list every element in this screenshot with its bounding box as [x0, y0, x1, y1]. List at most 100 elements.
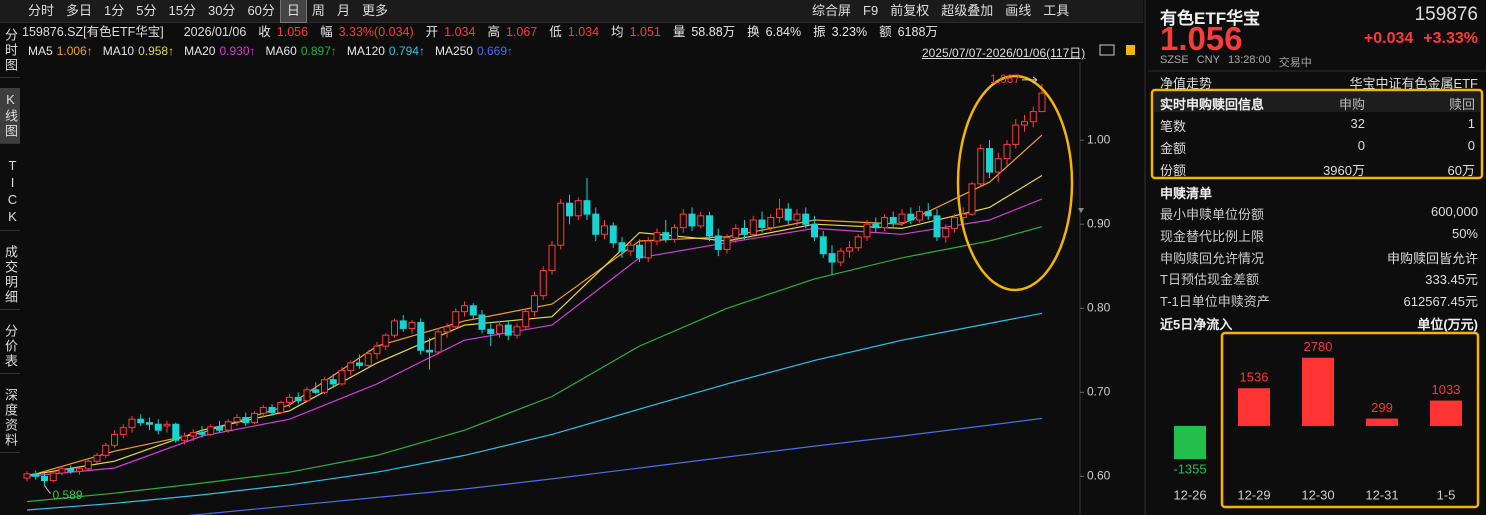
- legend-value: 0.897↑: [300, 44, 337, 58]
- period-tab[interactable]: 60分: [247, 3, 275, 18]
- field-value: 3.23%: [831, 25, 868, 39]
- legend-name: MA20: [184, 44, 216, 58]
- field-value: 1.034: [444, 25, 476, 39]
- field-value: 58.88万: [691, 25, 736, 39]
- tool-buttons: 综合屏 F9 前复权 超级叠加 画线 工具: [806, 0, 1075, 22]
- bar: [1430, 400, 1462, 426]
- candle-body: [924, 211, 932, 217]
- candle-body: [426, 349, 433, 353]
- period-tab[interactable]: 日: [279, 0, 307, 23]
- x-tick-label: 12-26: [1173, 487, 1206, 502]
- bar-label: 1536: [1240, 370, 1269, 385]
- candle-body: [356, 362, 363, 366]
- change-abs: +0.034: [1363, 30, 1414, 47]
- period-tab[interactable]: 更多: [361, 3, 388, 18]
- legend-value: 0.669↑: [476, 44, 514, 58]
- candle-body: [268, 406, 276, 413]
- x-tick-label: 1-5: [1437, 487, 1456, 502]
- period-tab[interactable]: 月: [336, 3, 350, 18]
- field-label: 幅: [320, 25, 333, 39]
- candle-body: [819, 236, 827, 255]
- range-label[interactable]: 2025/07/07-2026/01/06(117日): [922, 46, 1086, 60]
- bar-label: 2780: [1304, 339, 1333, 354]
- candle-body: [671, 227, 678, 240]
- tool-button[interactable]: 画线: [1005, 3, 1032, 18]
- candle-body: [119, 427, 127, 435]
- table-header-bg: [1154, 92, 1480, 112]
- candle-body: [461, 305, 468, 313]
- candle-body: [784, 208, 792, 221]
- candle-body: [688, 213, 696, 227]
- period-tab[interactable]: 1分: [104, 3, 125, 18]
- tool-button[interactable]: 前复权: [890, 3, 930, 18]
- nav-label[interactable]: 净值走势: [1160, 76, 1213, 91]
- legend-name: MA5: [28, 44, 53, 58]
- tool-button[interactable]: 综合屏: [812, 3, 852, 18]
- period-tab[interactable]: 30分: [207, 3, 236, 18]
- max-label: 1.067: [990, 72, 1020, 86]
- candle-body: [163, 423, 171, 427]
- side-tab[interactable]: 分价表: [0, 320, 20, 374]
- legend-name: MA250: [434, 44, 473, 58]
- bar-label: 1033: [1432, 382, 1461, 397]
- candle-body: [487, 328, 495, 334]
- bar: [1366, 418, 1398, 426]
- period-tabs: 分时 多日 1分 5分 15分 30分 60分日周月更多: [22, 0, 394, 23]
- candle-body: [557, 202, 565, 246]
- y-tick-label: 1.00: [1087, 132, 1111, 146]
- legend-name: MA60: [265, 44, 297, 58]
- candle-body: [93, 454, 101, 462]
- period-tab[interactable]: 15分: [168, 3, 196, 18]
- nav-name: 华宝中证有色金属ETF: [1349, 76, 1478, 91]
- tool-button[interactable]: F9: [863, 3, 879, 18]
- candle-body: [469, 305, 477, 316]
- candle-body: [653, 232, 661, 242]
- row-value: 60万: [1447, 163, 1475, 178]
- field-value: 1.051: [629, 25, 661, 39]
- candle-body: [443, 326, 451, 333]
- side-tab[interactable]: 分时图: [0, 24, 20, 78]
- field-value: 1.034: [567, 25, 600, 39]
- candle-body: [154, 423, 162, 431]
- candle-body: [811, 223, 818, 238]
- row-value: 1: [1467, 116, 1475, 131]
- tool-button[interactable]: 工具: [1043, 3, 1070, 18]
- candle-body: [496, 324, 503, 334]
- tool-button[interactable]: 超级叠加: [941, 3, 994, 18]
- candle-body: [601, 225, 608, 235]
- candle-body: [776, 208, 783, 218]
- candle-body: [583, 200, 591, 215]
- change-pct: +3.33%: [1423, 30, 1478, 47]
- candle-body: [146, 422, 153, 425]
- row-value: 600,000: [1431, 204, 1478, 219]
- period-tab[interactable]: 分时: [28, 3, 55, 18]
- side-tab[interactable]: 深度资料: [0, 384, 20, 453]
- candle-body: [741, 227, 748, 235]
- candle-body: [566, 202, 573, 217]
- period-tab[interactable]: 5分: [136, 3, 157, 18]
- candle-body: [574, 200, 582, 217]
- candle-body: [872, 223, 880, 229]
- column-header: 赎回: [1448, 97, 1475, 112]
- candle-body: [312, 389, 320, 393]
- period-tab[interactable]: 多日: [66, 3, 93, 18]
- candle-body: [391, 320, 398, 336]
- x-tick-label: 12-29: [1237, 487, 1270, 502]
- period-tab[interactable]: 周: [311, 3, 325, 18]
- candle-body: [767, 216, 775, 229]
- side-tab[interactable]: K线图: [0, 88, 20, 144]
- candle-body: [49, 472, 57, 482]
- side-tab[interactable]: TICK: [0, 154, 20, 231]
- bar: [1302, 357, 1334, 426]
- candle-body: [233, 417, 241, 423]
- candle-body: [181, 435, 188, 441]
- field-value: 6188万: [897, 25, 938, 39]
- candle-body: [706, 215, 713, 237]
- candle-body: [286, 396, 293, 403]
- y-tick-label: 0.60: [1087, 469, 1111, 483]
- candle-body: [128, 418, 136, 429]
- max-arrow-head: [1032, 76, 1038, 84]
- candle-body: [592, 213, 600, 235]
- side-tab[interactable]: 成交明细: [0, 241, 20, 310]
